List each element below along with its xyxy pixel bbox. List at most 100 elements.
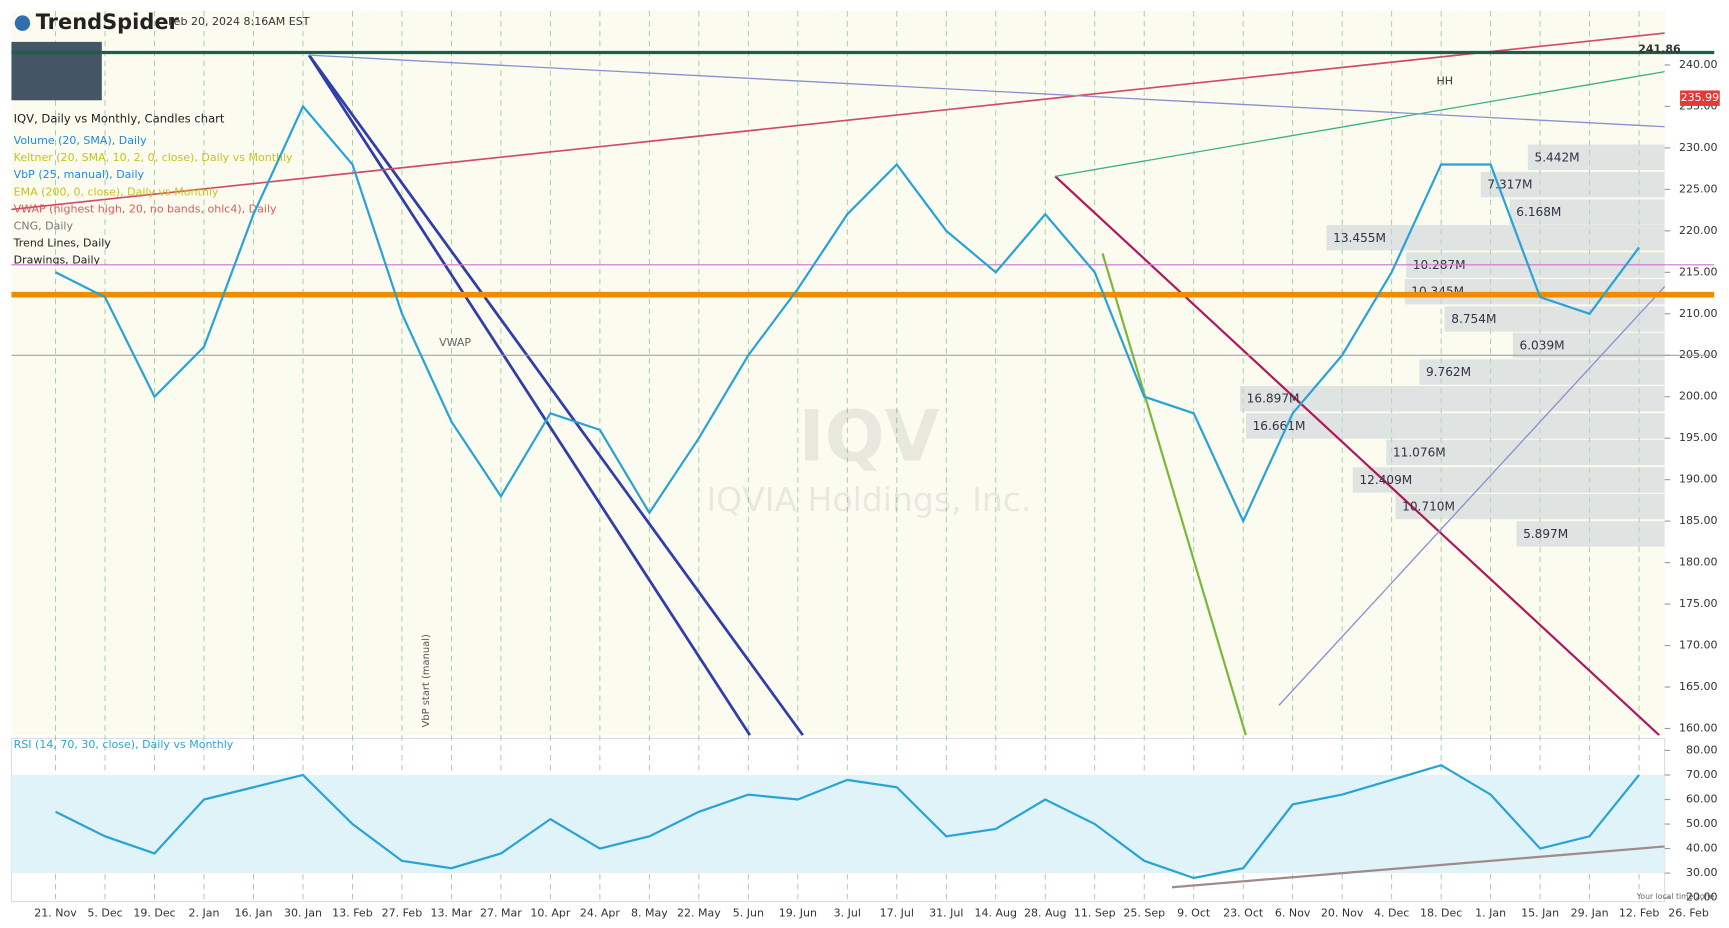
rsi-title: RSI (14, 70, 30, close), Daily vs Monthl… xyxy=(14,738,234,751)
vbp-label: 13.455M xyxy=(1333,231,1386,245)
vbp-label: 9.762M xyxy=(1426,365,1471,379)
x-tick-label: 9. Oct xyxy=(1177,907,1211,920)
x-tick-label: 23. Oct xyxy=(1223,907,1264,920)
vbp-bar xyxy=(1386,439,1665,466)
trend-line xyxy=(307,54,752,736)
trend-line xyxy=(1278,286,1666,706)
x-tick-label: 19. Dec xyxy=(133,907,175,920)
vbp-start-label: VbP start (manual) xyxy=(421,634,432,727)
x-tick-label: 5. Dec xyxy=(87,907,122,920)
vbp-bar xyxy=(1240,385,1665,412)
vbp-label: 7.317M xyxy=(1487,178,1532,192)
vbp-bar xyxy=(1480,171,1665,198)
vbp-bar xyxy=(1245,413,1665,439)
trend-line xyxy=(11,32,1665,211)
x-tick-label: 29. Jan xyxy=(1571,907,1609,920)
vbp-label: 5.442M xyxy=(1535,150,1580,164)
x-tick-label: 17. Jul xyxy=(880,907,914,920)
y-tick-label: 185.00 xyxy=(1679,514,1718,527)
vbp-label: 6.039M xyxy=(1520,339,1565,353)
price-badge-bg xyxy=(1680,90,1720,106)
vbp-label: 5.897M xyxy=(1523,527,1568,541)
y-tick-label: 160.00 xyxy=(1679,721,1718,734)
vbp-label: 11.076M xyxy=(1393,446,1446,460)
hh-label: HH xyxy=(1437,75,1454,88)
x-tick-label: 4. Dec xyxy=(1374,907,1409,920)
rsi-band xyxy=(11,774,1665,874)
y-tick-label: 180.00 xyxy=(1679,556,1718,569)
x-tick-label: 27. Mar xyxy=(480,907,522,920)
vbp-label: 10.710M xyxy=(1402,500,1455,514)
vbp-label: 16.897M xyxy=(1247,392,1300,406)
x-tick-label: 8. May xyxy=(631,907,668,920)
x-tick-label: 13. Feb xyxy=(332,907,373,920)
y-tick-label: 50.00 xyxy=(1686,817,1718,830)
chart-title: IQV, Daily vs Monthly, Candles chart xyxy=(14,112,225,126)
x-tick-label: 3. Jul xyxy=(834,907,861,920)
y-tick-label: 60.00 xyxy=(1686,793,1718,806)
vbp-bar xyxy=(1326,225,1665,251)
x-tick-label: 16. Jan xyxy=(234,907,272,920)
last-price: 241.86 xyxy=(1638,43,1681,56)
vbp-bar xyxy=(1516,521,1665,547)
indicator-label: Keltner (20, SMA, 10, 2, 0, close), Dail… xyxy=(14,151,293,164)
x-tick-label: 18. Dec xyxy=(1420,907,1462,920)
trend-line xyxy=(1055,70,1665,177)
y-tick-label: 230.00 xyxy=(1679,141,1718,154)
rsi-trend-line xyxy=(1171,845,1665,889)
x-tick-label: 15. Jan xyxy=(1521,907,1559,920)
vbp-label: 12.409M xyxy=(1359,473,1412,487)
y-tick-label: 165.00 xyxy=(1679,680,1718,693)
x-tick-label: 21. Nov xyxy=(34,907,77,920)
x-tick-label: 5. Jun xyxy=(733,907,764,920)
x-tick-label: 22. May xyxy=(677,907,721,920)
y-tick-label: 80.00 xyxy=(1686,743,1718,756)
timestamp: Feb 20, 2024 8:16AM EST xyxy=(168,15,310,28)
brand: TrendSpider xyxy=(36,10,180,34)
y-tick-label: 190.00 xyxy=(1679,473,1718,486)
y-tick-label: 20.00 xyxy=(1686,891,1718,904)
trend-line xyxy=(1101,253,1247,736)
y-tick-label: 175.00 xyxy=(1679,597,1718,610)
logo xyxy=(14,15,31,31)
indicator-label: CNG, Daily xyxy=(14,219,74,232)
x-tick-label: 2. Jan xyxy=(188,907,219,920)
vbp-label: 6.168M xyxy=(1516,205,1561,219)
price-panel xyxy=(11,11,1665,736)
timezone-label: Your local time zone xyxy=(1636,892,1715,901)
watermark-symbol: IQV xyxy=(799,395,940,477)
x-tick-label: 12. Feb xyxy=(1619,907,1660,920)
vbp-bar xyxy=(1527,144,1665,170)
vbp-bar xyxy=(1419,359,1665,385)
x-tick-label: 31. Jul xyxy=(929,907,963,920)
x-tick-label: 20. Nov xyxy=(1321,907,1364,920)
series-line xyxy=(55,104,1640,524)
indicator-label: Trend Lines, Daily xyxy=(13,237,112,250)
vwap-label: VWAP xyxy=(439,336,471,349)
y-tick-label: 30.00 xyxy=(1686,866,1718,879)
x-tick-label: 26. Feb xyxy=(1668,907,1709,920)
y-tick-label: 170.00 xyxy=(1679,639,1718,652)
x-tick-label: 14. Aug xyxy=(974,907,1017,920)
indicator-label: VbP (25, manual), Daily xyxy=(14,168,145,181)
x-tick-label: 19. Jun xyxy=(779,907,817,920)
y-tick-label: 220.00 xyxy=(1679,224,1718,237)
x-tick-label: 6. Nov xyxy=(1275,907,1311,920)
y-tick-label: 195.00 xyxy=(1679,431,1718,444)
x-tick-label: 30. Jan xyxy=(284,907,322,920)
x-tick-label: 24. Apr xyxy=(580,907,621,920)
y-tick-label: 225.00 xyxy=(1679,182,1718,195)
indicator-label: VWAP (highest high, 20, no bands, ohlc4)… xyxy=(14,202,277,215)
y-tick-label: 210.00 xyxy=(1679,307,1718,320)
trend-line xyxy=(308,54,1665,128)
indicator-label: Volume (20, SMA), Daily xyxy=(14,134,147,147)
vbp-bar xyxy=(1512,332,1665,359)
vbp-bar xyxy=(1395,493,1665,520)
x-tick-label: 28. Aug xyxy=(1024,907,1067,920)
layer xyxy=(11,11,1665,902)
y-tick-label: 240.00 xyxy=(1679,58,1718,71)
price-badge: 235.99 xyxy=(1681,91,1720,104)
x-tick-label: 1. Jan xyxy=(1475,907,1506,920)
vbp-bar xyxy=(1444,306,1665,332)
